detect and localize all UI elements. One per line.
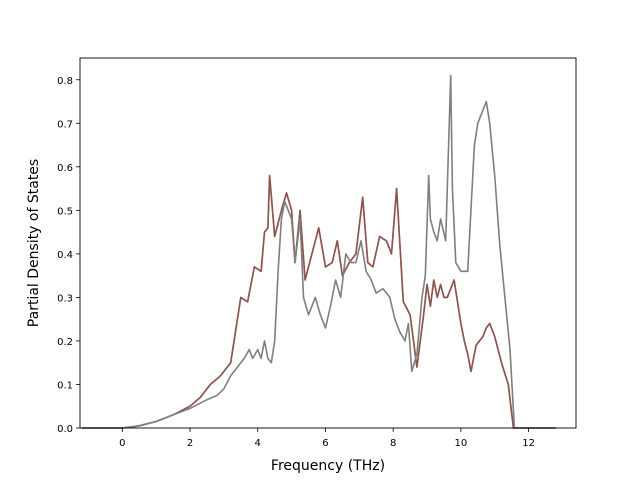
y-tick-label: 0.2 — [57, 337, 73, 348]
y-tick-label: 0.6 — [57, 163, 73, 174]
x-tick-label: 12 — [522, 438, 535, 449]
tick-layer: 0 2 4 6 8 10 12 0.0 0.1 0.2 0.3 0.4 0.5 0.6 0.7 0.8 — [57, 76, 535, 449]
y-tick-label: 0.7 — [57, 119, 73, 130]
series-layer — [81, 74, 556, 429]
x-tick-label: 4 — [255, 438, 261, 449]
y-tick-label: 0.0 — [57, 424, 73, 435]
x-tick-label: 10 — [455, 438, 468, 449]
y-axis-label: Partial Density of States — [26, 159, 42, 327]
series-line-2 — [81, 174, 556, 429]
y-tick-label: 0.8 — [57, 76, 73, 87]
plot-area-background — [80, 58, 576, 428]
x-axis-label: Frequency (THz) — [271, 458, 385, 474]
y-tick-label: 0.3 — [57, 293, 73, 304]
y-tick-label: 0.5 — [57, 206, 73, 217]
x-tick-label: 6 — [322, 438, 328, 449]
x-tick-label: 8 — [390, 438, 396, 449]
x-tick-label: 2 — [187, 438, 193, 449]
y-tick-label: 0.1 — [57, 380, 73, 391]
x-tick-label: 0 — [119, 438, 125, 449]
plot-frame — [79, 57, 577, 429]
series-line-3 — [81, 74, 556, 429]
y-tick-label: 0.4 — [57, 250, 73, 261]
